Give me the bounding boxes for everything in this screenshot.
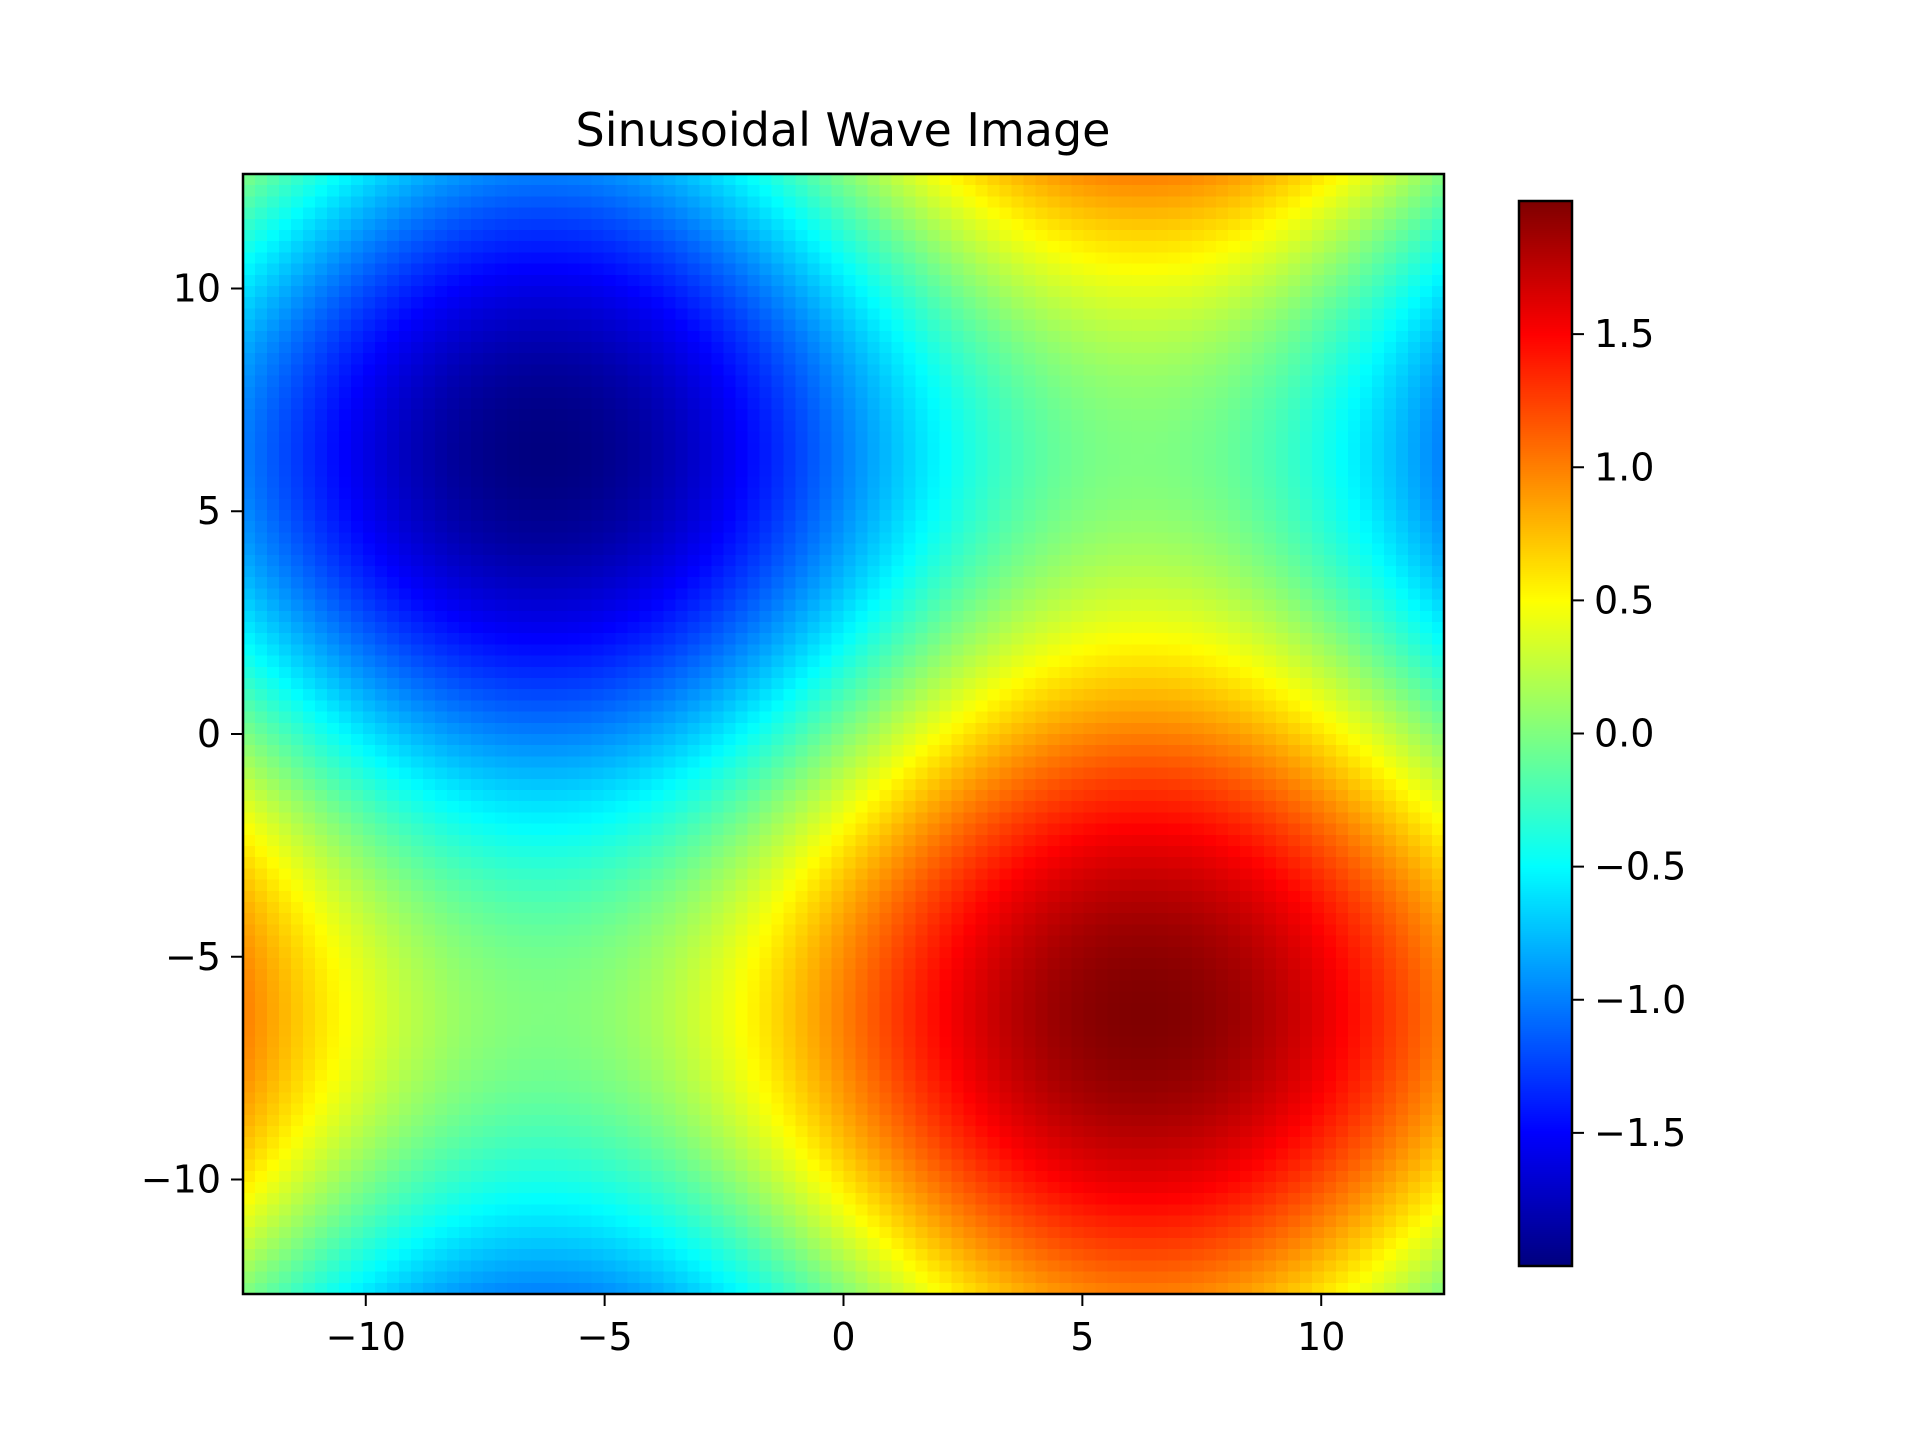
colorbar-tick-label: −1.5	[1594, 1111, 1686, 1155]
colorbar-tick-label: 1.0	[1594, 445, 1654, 489]
y-tick-label: 0	[197, 712, 221, 756]
heatmap-image	[243, 174, 1444, 1294]
y-axis: 10 5 0 −5 −10	[141, 266, 243, 1202]
chart-title: Sinusoidal Wave Image	[576, 103, 1111, 157]
plot-frame	[241, 172, 1446, 1296]
colorbar-gradient	[1519, 201, 1572, 1266]
x-tick-label: 5	[1070, 1315, 1094, 1359]
colorbar-tick-label: −1.0	[1594, 978, 1686, 1022]
x-axis: −10 −5 0 5 10	[326, 1294, 1345, 1359]
y-tick-label: 10	[173, 266, 221, 310]
y-tick-label: 5	[197, 489, 221, 533]
x-tick-label: −5	[577, 1315, 633, 1359]
y-tick-label: −5	[165, 935, 221, 979]
colorbar-tick-label: 1.5	[1594, 312, 1654, 356]
x-tick-label: 0	[831, 1315, 855, 1359]
x-tick-label: 10	[1297, 1315, 1345, 1359]
colorbar-axis: 1.5 1.0 0.5 0.0 −0.5 −1.0 −1.5	[1572, 312, 1686, 1155]
colorbar-frame	[1517, 199, 1574, 1268]
x-tick-label: −10	[326, 1315, 406, 1359]
colorbar-tick-label: 0.0	[1594, 712, 1654, 756]
colorbar-tick-label: 0.5	[1594, 578, 1654, 622]
y-tick-label: −10	[141, 1158, 221, 1202]
colorbar-tick-label: −0.5	[1594, 845, 1686, 889]
